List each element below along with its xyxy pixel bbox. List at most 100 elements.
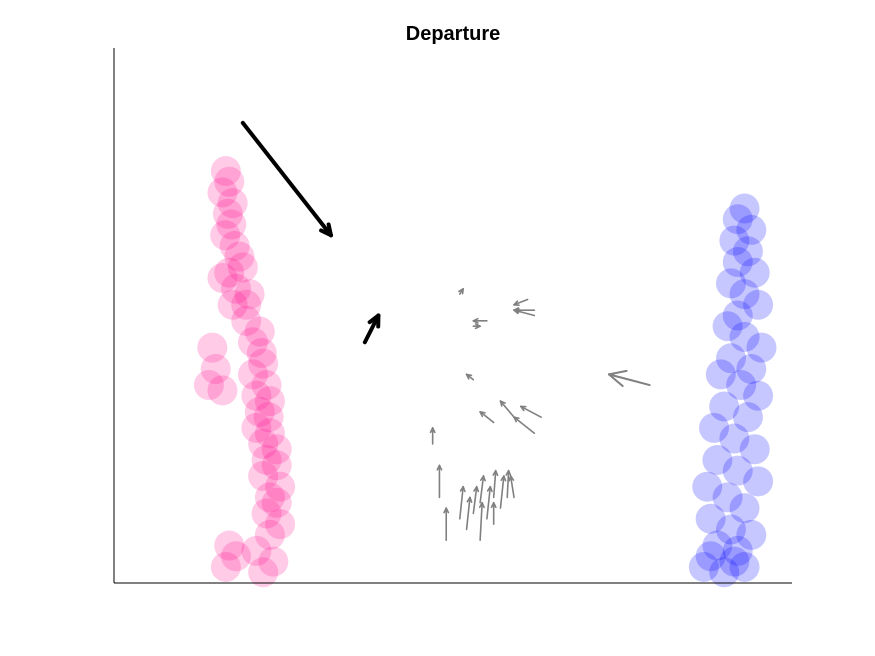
scatter-point: [729, 551, 760, 582]
arrow-shaft: [465, 496, 471, 531]
scatter-point: [265, 471, 296, 502]
arrow-shaft: [472, 485, 478, 515]
arrow-head: [478, 501, 483, 508]
scatter-point: [729, 493, 760, 524]
quiver-arrow: [499, 400, 515, 418]
scatter-point: [719, 423, 750, 454]
quiver-arrow: [513, 416, 536, 435]
scatter-points: [193, 156, 777, 588]
arrow-head: [472, 320, 479, 324]
scatter-point: [712, 311, 743, 342]
quiver-arrow: [479, 475, 486, 504]
arrow-head: [479, 475, 485, 481]
scatter-point: [702, 444, 733, 475]
scatter-point: [722, 247, 753, 277]
quiver-arrow: [472, 485, 480, 515]
scatter-point: [210, 220, 241, 251]
scatter-point: [715, 268, 746, 299]
scatter-point: [695, 541, 726, 572]
scatter-point: [217, 289, 248, 320]
arrow-shaft: [513, 416, 536, 435]
scatter-point: [732, 236, 763, 267]
quiver-arrow: [607, 369, 651, 388]
scatter-point: [746, 332, 777, 363]
arrow-head: [508, 475, 512, 482]
scatter-point: [221, 541, 252, 572]
scatter-point: [210, 156, 241, 187]
scatter-point: [715, 343, 746, 374]
arrow-head: [479, 410, 484, 418]
arrow-head: [466, 496, 471, 503]
scatter-point: [743, 289, 774, 320]
scatter-point: [207, 177, 238, 208]
scatter-point: [736, 354, 767, 384]
arrow-head: [367, 313, 381, 325]
quiver-arrow: [499, 475, 507, 509]
scatter-point: [241, 380, 272, 411]
scatter-point: [722, 455, 753, 486]
scatter-point: [214, 257, 245, 288]
arrow-head: [443, 507, 448, 514]
scatter-point: [261, 434, 292, 465]
scatter-point: [251, 444, 282, 475]
scatter-point: [729, 193, 760, 224]
arrow-head: [492, 469, 497, 476]
arrow-head: [436, 464, 441, 471]
quiver-arrow: [478, 501, 485, 542]
quiver-arrow: [458, 485, 466, 520]
arrow-shaft: [519, 405, 542, 418]
quiver-arrow: [240, 120, 333, 238]
scatter-point: [726, 370, 757, 401]
scatter-point: [212, 198, 243, 229]
scatter-point: [214, 530, 245, 561]
arrow-shaft: [240, 120, 333, 238]
chart-title: Departure: [406, 23, 500, 45]
scatter-point: [234, 279, 265, 310]
scatter-point: [722, 300, 753, 331]
scatter-point: [695, 503, 726, 534]
scatter-point: [251, 370, 282, 401]
scatter-point: [248, 348, 279, 379]
arrow-head: [459, 485, 464, 492]
scatter-point: [739, 434, 770, 465]
quiver-arrow: [429, 427, 436, 445]
arrow-head: [513, 309, 520, 314]
scatter-point: [251, 498, 282, 529]
arrow-head: [326, 222, 333, 238]
arrow-shaft: [499, 475, 505, 509]
arrow-head: [473, 485, 478, 492]
scatter-point: [231, 305, 262, 336]
series-0: [193, 156, 296, 588]
scatter-point: [258, 546, 289, 577]
scatter-point: [227, 252, 258, 283]
quiver-arrow: [486, 485, 493, 520]
quiver-arrow: [436, 464, 443, 499]
scatter-point: [244, 316, 275, 347]
scatter-point: [254, 482, 285, 513]
scatter-point: [246, 337, 277, 368]
arrow-shaft: [492, 469, 497, 499]
quiver-arrow: [513, 307, 536, 314]
quiver-arrow: [472, 317, 488, 324]
arrow-shaft: [479, 410, 495, 424]
arrow-shaft: [499, 400, 515, 418]
scatter-point: [254, 386, 285, 417]
scatter-point: [216, 209, 247, 240]
arrow-shaft: [607, 373, 651, 387]
scatter-point: [736, 519, 767, 550]
scatter-point: [692, 471, 723, 502]
quiver-arrow: [505, 469, 512, 499]
arrow-shaft: [506, 469, 510, 499]
scatter-point: [712, 482, 743, 513]
scatter-point: [193, 370, 224, 401]
quiver-arrow: [490, 501, 497, 525]
scatter-point: [224, 241, 255, 272]
quiver-arrow: [508, 475, 515, 499]
scatter-point: [221, 273, 252, 304]
scatter-point: [217, 188, 248, 219]
scatter-point: [207, 375, 238, 406]
arrow-head: [607, 369, 628, 376]
scatter-point: [688, 551, 719, 582]
arrow-head: [505, 469, 510, 476]
